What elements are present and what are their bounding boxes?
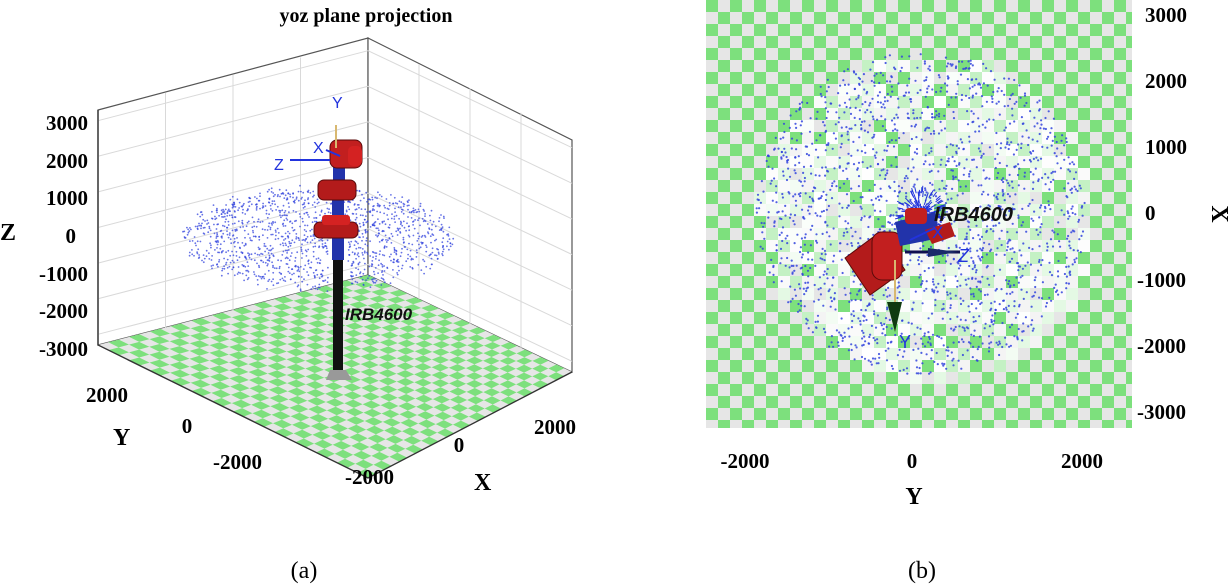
z-tick: -2000 <box>39 299 88 323</box>
frame-label-y: Y <box>332 95 343 112</box>
x-tick: 2000 <box>1061 449 1103 473</box>
panel-b-y-axis: 3000 2000 1000 0 -1000 -2000 -3000 X <box>1137 3 1232 424</box>
panel-a-caption: (a) <box>291 558 318 584</box>
z-tick: -1000 <box>39 262 88 286</box>
frame-label-y: Y <box>899 332 911 352</box>
x-tick: -2000 <box>721 449 770 473</box>
z-tick: 3000 <box>46 111 88 135</box>
panel-b-caption: (b) <box>908 558 936 584</box>
frame-label-z: Z <box>957 246 970 266</box>
robot-joint-3 <box>317 179 357 201</box>
panel-a-front-edges <box>97 110 573 479</box>
panel-a-y-axis: 2000 0 -2000 Y <box>86 383 262 474</box>
robot-label: IRB4600 <box>345 305 413 324</box>
x-tick: 0 <box>454 433 465 457</box>
z-tick: -3000 <box>39 337 88 361</box>
z-tick: 0 <box>66 224 77 248</box>
x-tick: -2000 <box>345 465 394 489</box>
panel-b-robot: X Z Y IRB4600 <box>844 204 1013 352</box>
robot-label: IRB4600 <box>934 204 1013 226</box>
panel-b-x-axis: -2000 0 2000 Y <box>721 449 1104 510</box>
robot-foot <box>326 370 352 380</box>
robot-wrist-top <box>905 208 927 224</box>
panel-a-x-axis: -2000 0 2000 X <box>345 415 576 496</box>
y-tick: 3000 <box>1145 3 1187 27</box>
tool-axis-y-head <box>887 302 902 332</box>
robot-base-column <box>333 258 343 370</box>
robot-wrist <box>348 146 362 166</box>
panel-a-title: yoz plane projection <box>280 5 453 27</box>
panel-a-box <box>97 37 573 373</box>
tool-axis-x <box>909 227 936 241</box>
panel-b: X Z Y IRB4600 3000 2000 1000 0 -1000 -20… <box>706 0 1232 584</box>
tool-axis-x <box>325 149 341 157</box>
frame-label-z: Z <box>274 157 284 174</box>
x-tick: 2000 <box>534 415 576 439</box>
x-tick: 0 <box>907 449 918 473</box>
y-tick: 2000 <box>1145 69 1187 93</box>
panel-a-grid <box>97 50 573 362</box>
panel-a-robot: Y X Z IRB4600 <box>274 95 413 380</box>
y-tick: -2000 <box>213 450 262 474</box>
robot-tool-top <box>925 222 955 244</box>
z-tick: 2000 <box>46 149 88 173</box>
panel-a-z-axis: 3000 2000 1000 0 -1000 -2000 -3000 Z <box>0 111 88 361</box>
z-tick: 1000 <box>46 186 88 210</box>
x-axis-label: X <box>474 470 492 496</box>
x-axis-label: Y <box>905 484 922 510</box>
y-tick: 0 <box>182 414 193 438</box>
z-axis-label: Z <box>0 220 16 246</box>
y-tick: -1000 <box>1137 268 1186 292</box>
y-tick: -2000 <box>1137 334 1186 358</box>
panel-b-point-cloud <box>754 53 1090 384</box>
y-tick: -3000 <box>1137 400 1186 424</box>
robot-joint-top <box>871 231 903 281</box>
y-axis-label: Y <box>113 425 130 451</box>
robot-joint-2-cap <box>322 215 350 225</box>
panel-a: yoz plane projection Y <box>0 5 576 584</box>
y-tick: 1000 <box>1145 135 1187 159</box>
y-axis-label: X <box>1206 205 1232 223</box>
frame-label-x: X <box>313 140 324 157</box>
frame-label-x: X <box>932 223 943 242</box>
y-tick: 0 <box>1145 201 1156 225</box>
tool-axis-z-head <box>928 248 958 257</box>
y-tick: 2000 <box>86 383 128 407</box>
